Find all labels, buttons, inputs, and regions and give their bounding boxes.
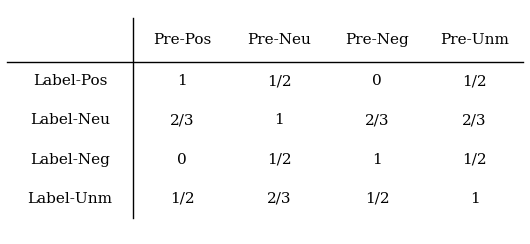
Text: 2/3: 2/3	[365, 113, 389, 128]
Text: Pre-Unm: Pre-Unm	[440, 33, 509, 47]
Text: 1: 1	[470, 192, 480, 206]
Text: Label-Neg: Label-Neg	[30, 153, 110, 167]
Text: 1/2: 1/2	[462, 153, 487, 167]
Text: 2/3: 2/3	[170, 113, 194, 128]
Text: Label-Unm: Label-Unm	[28, 192, 112, 206]
Text: 1/2: 1/2	[170, 192, 195, 206]
Text: 1/2: 1/2	[267, 153, 292, 167]
Text: 1/2: 1/2	[267, 74, 292, 88]
Text: Label-Neu: Label-Neu	[30, 113, 110, 128]
Text: 1/2: 1/2	[365, 192, 390, 206]
Text: Label-Pos: Label-Pos	[33, 74, 107, 88]
Text: 0: 0	[177, 153, 187, 167]
Text: 1/2: 1/2	[462, 74, 487, 88]
Text: 2/3: 2/3	[267, 192, 292, 206]
Text: 1: 1	[275, 113, 285, 128]
Text: 1: 1	[372, 153, 382, 167]
Text: Pre-Pos: Pre-Pos	[153, 33, 211, 47]
Text: 0: 0	[372, 74, 382, 88]
Text: 2/3: 2/3	[462, 113, 487, 128]
Text: 1: 1	[177, 74, 187, 88]
Text: Pre-Neu: Pre-Neu	[248, 33, 312, 47]
Text: Pre-Neg: Pre-Neg	[345, 33, 409, 47]
